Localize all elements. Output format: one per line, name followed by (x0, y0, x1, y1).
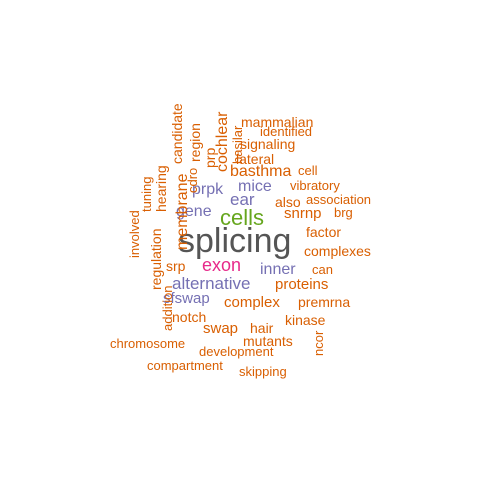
word-can: can (312, 262, 333, 277)
word-tuning: tuning (139, 176, 154, 212)
word-brg: brg (334, 205, 353, 220)
word-alternative: alternative (172, 274, 251, 293)
word-membrane: membrane (174, 173, 191, 250)
word-notch: notch (172, 309, 207, 325)
word-prpk: prpk (192, 181, 224, 198)
word-also: also (275, 194, 301, 210)
word-regulation: regulation (148, 228, 164, 291)
word-ncor: ncor (311, 330, 326, 356)
word-exon: exon (202, 255, 242, 275)
word-gene: gene (176, 203, 212, 220)
word-cell: cell (298, 163, 318, 178)
word-hearing: hearing (153, 165, 169, 212)
word-mice: mice (238, 178, 272, 195)
word-basthma: basthma (230, 163, 292, 180)
word-snrnp: snrnp (284, 205, 322, 222)
word-region: region (187, 123, 203, 162)
word-association: association (306, 192, 372, 207)
word-ear: ear (230, 190, 255, 209)
word-signaling: signaling (240, 136, 296, 152)
word-candidate: candidate (169, 103, 185, 164)
word-splicing: splicing (178, 222, 292, 260)
word-mutants: mutants (243, 333, 293, 349)
word-hair: hair (250, 320, 274, 336)
word-involved: involved (127, 210, 142, 258)
word-identified: identified (260, 124, 313, 139)
word-swap: swap (203, 320, 239, 337)
word-sfswap: sfswap (163, 290, 210, 307)
word-basilar: basilar (230, 125, 245, 164)
word-chromosome: chromosome (110, 336, 186, 351)
word-addition: addition (160, 285, 175, 331)
word-factor: factor (306, 224, 342, 240)
word-cells: cells (220, 205, 265, 230)
word-compartment: compartment (147, 358, 223, 373)
word-kinase: kinase (285, 312, 326, 328)
word-inner: inner (260, 261, 296, 278)
word-development: development (199, 344, 274, 359)
word-complex: complex (224, 294, 280, 311)
word-skipping: skipping (239, 364, 287, 379)
word-proteins: proteins (275, 276, 329, 293)
word-srp: srp (166, 258, 186, 274)
word-mammalian: mammalian (241, 114, 314, 130)
word-vibratory: vibratory (290, 178, 340, 193)
word-complexes: complexes (304, 243, 371, 259)
word-lateral: lateral (236, 151, 275, 167)
word-premrna: premrna (298, 294, 351, 310)
word-prp: prp (202, 147, 218, 168)
